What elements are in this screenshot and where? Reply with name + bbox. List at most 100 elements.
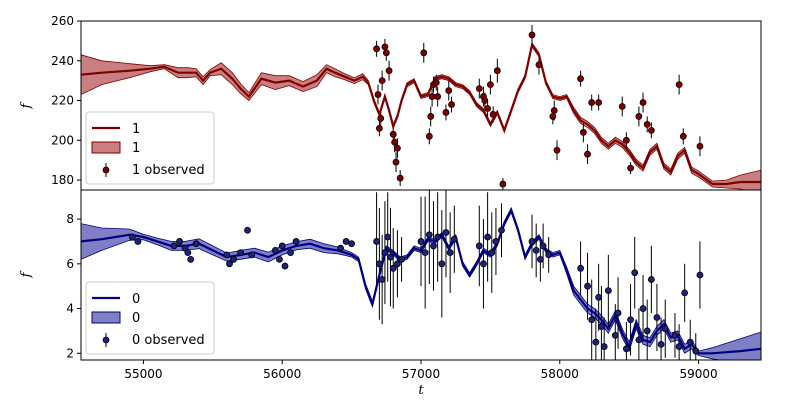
observed-point-1-49 <box>536 255 544 263</box>
observed-point-1-68 <box>647 276 655 283</box>
observed-point-0-26 <box>484 105 492 112</box>
observed-point-1-36 <box>434 233 442 241</box>
observed-point-1-44 <box>488 249 496 257</box>
y-tick-label-1-0: 2 <box>66 346 74 360</box>
observed-point-0-36 <box>577 75 584 83</box>
observed-point-1-46 <box>498 226 505 234</box>
observed-point-1-65 <box>635 336 643 344</box>
observed-point-1-35 <box>430 242 437 250</box>
observed-point-1-24 <box>375 260 383 268</box>
observed-point-0-13 <box>420 49 428 57</box>
observed-point-1-60 <box>611 331 619 339</box>
observed-point-0-3 <box>377 115 385 122</box>
y-tick-label-1-2: 6 <box>66 257 74 271</box>
observed-point-0-50 <box>696 142 704 150</box>
observed-point-0-49 <box>679 132 687 140</box>
observed-point-1-23 <box>373 238 380 245</box>
observed-point-1-52 <box>577 264 584 272</box>
observed-point-1-42 <box>480 260 487 268</box>
observed-point-1-5 <box>184 249 192 257</box>
observed-point-1-70 <box>657 340 665 348</box>
observed-point-0-47 <box>647 126 655 134</box>
observed-point-1-62 <box>622 345 630 353</box>
observed-point-1-6 <box>187 255 195 263</box>
observed-point-1-7 <box>192 240 200 248</box>
observed-point-0-44 <box>635 113 643 120</box>
observed-point-0-29 <box>493 67 501 75</box>
observed-point-1-13 <box>248 251 256 259</box>
observed-point-1-50 <box>539 242 547 250</box>
observed-point-0-15 <box>427 113 435 120</box>
y-tick-label-0-3: 240 <box>51 54 74 68</box>
observed-point-1-22 <box>348 240 356 248</box>
observed-point-1-43 <box>484 233 492 241</box>
observed-point-1-74 <box>681 289 689 297</box>
observed-point-1-11 <box>237 249 244 257</box>
observed-point-1-69 <box>653 314 661 321</box>
observed-point-1-41 <box>475 242 483 250</box>
y-tick-label-0-1: 200 <box>51 133 74 147</box>
observed-point-0-16 <box>428 93 436 100</box>
observed-point-0-34 <box>550 107 558 114</box>
observed-point-1-71 <box>661 325 669 333</box>
observed-point-1-1 <box>134 238 142 245</box>
observed-point-0-11 <box>394 144 401 152</box>
observed-point-1-63 <box>627 316 634 324</box>
observed-point-0-38 <box>584 150 591 158</box>
observed-point-1-61 <box>614 309 622 317</box>
observed-point-1-76 <box>692 347 700 355</box>
observed-point-0-33 <box>549 113 557 120</box>
observed-point-0-21 <box>445 87 453 94</box>
observed-point-1-19 <box>292 238 300 245</box>
x-ticks-bottom: 55000 56000 57000 58000 59000 <box>124 360 718 381</box>
y-tick-label-0-4: 260 <box>51 14 74 28</box>
x-tick-label-2: 57000 <box>402 367 440 381</box>
observed-point-1-57 <box>598 323 605 330</box>
observed-point-1-0 <box>128 233 136 241</box>
observed-point-0-19 <box>434 93 442 100</box>
model-line-1 <box>81 42 761 186</box>
x-tick-label-1: 56000 <box>263 367 301 381</box>
observed-point-0-9 <box>391 138 399 146</box>
x-axis-label: t <box>418 383 424 398</box>
y-axis-label-bottom: f <box>19 270 34 278</box>
observed-point-1-58 <box>600 343 608 350</box>
observed-point-1-51 <box>545 251 553 259</box>
observed-point-1-39 <box>446 249 454 257</box>
observed-point-0-48 <box>675 81 683 89</box>
y-tick-label-0-2: 220 <box>51 94 74 108</box>
observed-point-0-14 <box>425 132 433 140</box>
observed-point-1-45 <box>492 238 500 245</box>
legend-line-label-0: 0 <box>132 292 140 307</box>
observed-point-1-64 <box>631 269 639 277</box>
observed-point-0-20 <box>442 109 450 116</box>
observed-point-0-46 <box>643 120 651 128</box>
observed-point-1-18 <box>287 249 294 257</box>
observed-point-1-40 <box>450 235 458 243</box>
observed-point-1-27 <box>384 233 392 241</box>
observed-point-0-30 <box>499 180 507 188</box>
observed-point-0-1 <box>374 91 382 98</box>
y-axis-label-top: f <box>19 101 34 109</box>
x-tick-label-0: 55000 <box>124 367 162 381</box>
observed-point-0-23 <box>475 85 483 92</box>
panel-bottom: 2 4 6 8 55000 56000 57000 58000 59000 f t 0 0 0… <box>19 189 762 398</box>
observed-point-1-32 <box>417 238 425 245</box>
observed-point-0-37 <box>579 128 587 136</box>
observed-points-0 <box>128 226 704 355</box>
observed-point-1-67 <box>643 327 651 335</box>
observed-point-1-47 <box>528 238 536 245</box>
observed-point-1-38 <box>442 229 450 236</box>
observed-point-1-9 <box>226 260 233 268</box>
observed-point-1-3 <box>176 238 183 245</box>
y-tick-label-1-3: 8 <box>66 212 74 226</box>
y-tick-label-1-1: 4 <box>66 302 74 316</box>
observed-point-0-41 <box>618 103 626 110</box>
legend-bottom: 0 0 0 observed <box>85 281 215 355</box>
legend-line-label-1: 1 <box>132 122 140 137</box>
observed-point-1-30 <box>394 260 401 268</box>
observed-point-1-75 <box>686 338 694 346</box>
x-tick-label-3: 58000 <box>541 367 579 381</box>
observed-point-1-2 <box>170 242 178 250</box>
observed-point-1-54 <box>588 316 596 324</box>
